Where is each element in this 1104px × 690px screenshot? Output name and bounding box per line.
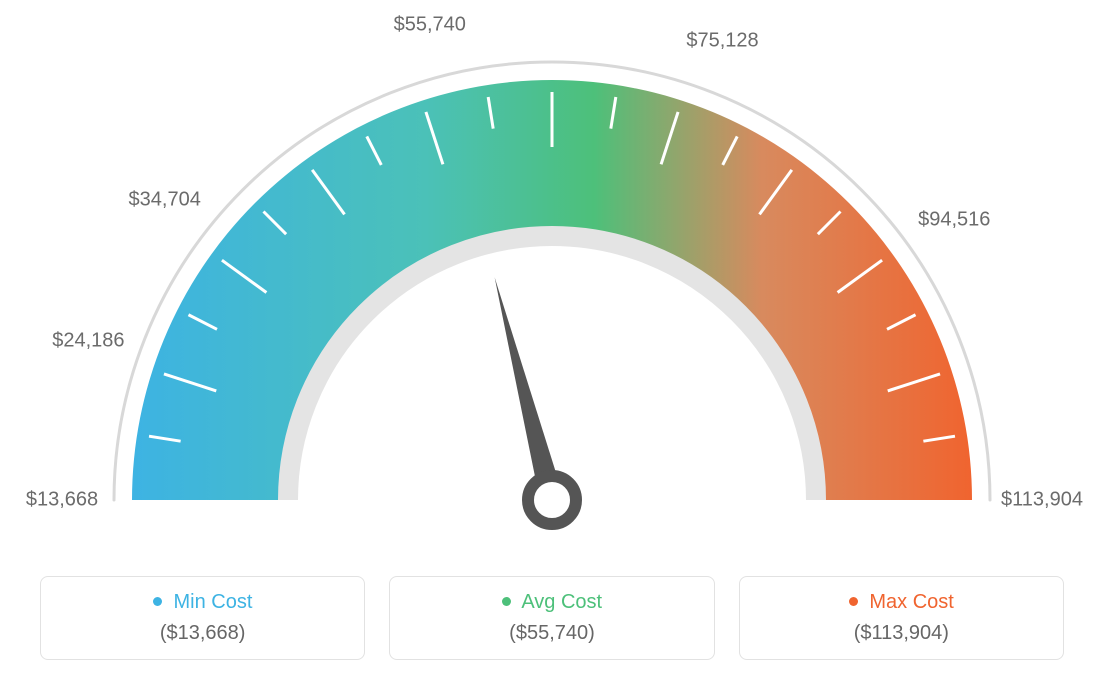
gauge-chart: $13,668 $24,186 $34,704 $55,740 $75,128 $94,5… (0, 0, 1104, 560)
min-cost-title: Min Cost (41, 591, 364, 614)
summary-cards: Min Cost ($13,668) Avg Cost ($55,740) Ma… (0, 556, 1104, 690)
gauge-svg (0, 0, 1104, 560)
gauge-tick-label: $55,740 (394, 14, 466, 37)
gauge-tick-label: $34,704 (129, 188, 201, 211)
max-cost-card: Max Cost ($113,904) (739, 576, 1064, 660)
gauge-tick-label: $24,186 (52, 330, 124, 353)
avg-cost-value: ($55,740) (390, 622, 713, 645)
dot-icon-max (849, 597, 858, 606)
min-cost-card: Min Cost ($13,668) (40, 576, 365, 660)
avg-cost-card: Avg Cost ($55,740) (389, 576, 714, 660)
avg-cost-label: Avg Cost (521, 591, 602, 613)
gauge-tick-label: $13,668 (26, 489, 98, 512)
max-cost-title: Max Cost (740, 591, 1063, 614)
min-cost-value: ($13,668) (41, 622, 364, 645)
min-cost-label: Min Cost (173, 591, 252, 613)
gauge-tick-label: $113,904 (1001, 489, 1083, 512)
dot-icon-avg (502, 597, 511, 606)
gauge-tick-label: $75,128 (686, 29, 758, 52)
max-cost-label: Max Cost (869, 591, 953, 613)
max-cost-value: ($113,904) (740, 622, 1063, 645)
gauge-tick-label: $94,516 (918, 209, 990, 232)
avg-cost-title: Avg Cost (390, 591, 713, 614)
dot-icon-min (153, 597, 162, 606)
